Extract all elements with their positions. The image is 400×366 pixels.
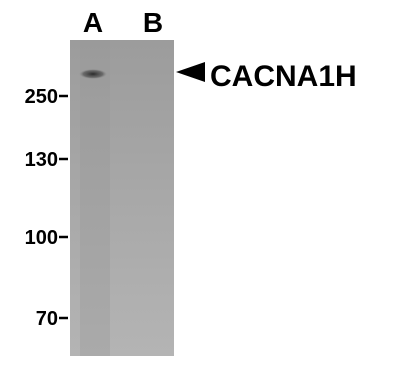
- marker-label: 130: [25, 149, 58, 171]
- arrowhead: [176, 62, 205, 82]
- lane-label: A: [83, 7, 103, 38]
- band-label: CACNA1H: [210, 60, 357, 93]
- marker-label: 70: [36, 308, 58, 330]
- lane-label: B: [143, 7, 163, 38]
- marker-label: 100: [25, 227, 58, 249]
- marker-labels: 250 130 100 70: [25, 86, 68, 330]
- gel: [70, 40, 174, 356]
- band: [79, 69, 107, 79]
- lane-smear: [80, 40, 110, 356]
- marker-label: 250: [25, 86, 58, 108]
